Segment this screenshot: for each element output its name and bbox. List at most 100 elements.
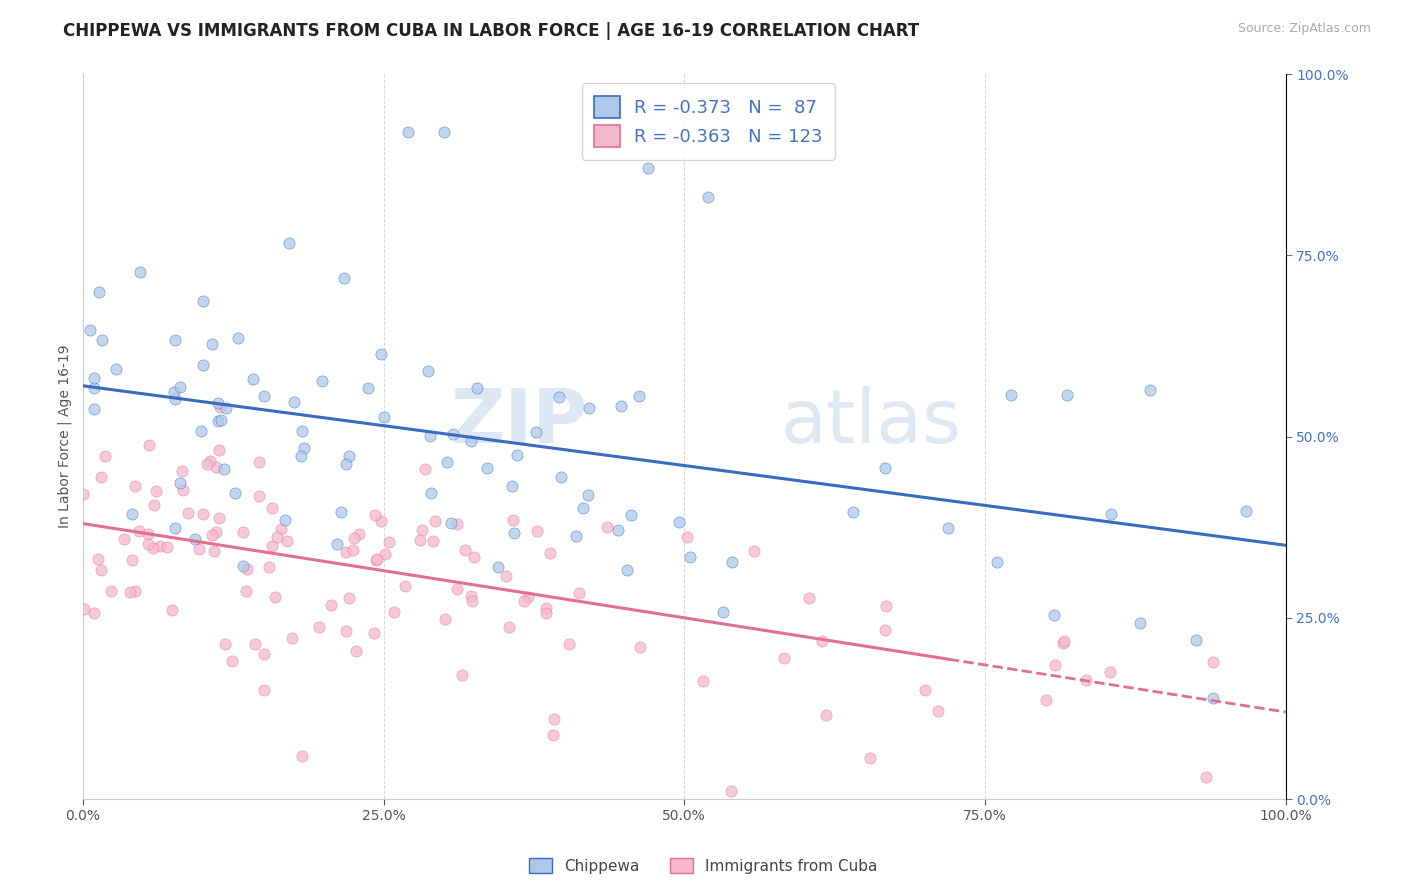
Point xyxy=(433,612,456,626)
Point xyxy=(460,589,482,603)
Point xyxy=(193,294,215,309)
Point xyxy=(329,505,352,519)
Point xyxy=(208,511,231,525)
Point xyxy=(128,265,150,279)
Y-axis label: In Labor Force | Age 16-19: In Labor Force | Age 16-19 xyxy=(58,344,72,528)
Point xyxy=(138,438,160,452)
Point xyxy=(620,508,643,522)
Point xyxy=(160,602,183,616)
Point xyxy=(311,374,333,388)
Point xyxy=(773,651,796,665)
Point xyxy=(257,560,280,574)
Point xyxy=(1042,608,1064,623)
Point xyxy=(253,647,276,661)
Point xyxy=(495,568,517,582)
Point xyxy=(1053,634,1076,648)
Point xyxy=(668,515,690,529)
Point xyxy=(986,555,1008,569)
Point xyxy=(278,235,301,250)
Point xyxy=(373,410,395,425)
Text: Source: ZipAtlas.com: Source: ZipAtlas.com xyxy=(1237,22,1371,36)
Point xyxy=(87,285,110,299)
Point xyxy=(416,364,439,378)
Point xyxy=(270,522,292,536)
Point xyxy=(394,579,416,593)
Point xyxy=(513,594,536,608)
Point xyxy=(104,362,127,376)
Point xyxy=(610,399,633,413)
Point xyxy=(454,543,477,558)
Point xyxy=(378,534,401,549)
Point xyxy=(291,748,314,763)
Point xyxy=(112,533,135,547)
Point xyxy=(274,513,297,527)
Point xyxy=(335,457,357,471)
Point xyxy=(184,532,207,546)
Point xyxy=(253,389,276,403)
Point xyxy=(172,483,194,497)
Point xyxy=(169,476,191,491)
Point xyxy=(121,507,143,521)
Point xyxy=(721,555,744,569)
Point xyxy=(541,728,564,742)
Point xyxy=(142,498,165,512)
Point xyxy=(232,524,254,539)
Point xyxy=(136,537,159,551)
Point xyxy=(914,683,936,698)
Point xyxy=(260,500,283,515)
Point xyxy=(413,461,436,475)
Point xyxy=(502,513,524,527)
Point xyxy=(409,533,432,548)
Point xyxy=(357,381,380,395)
Point xyxy=(524,425,547,440)
Point xyxy=(343,531,366,545)
Legend: R = -0.373   N =  87, R = -0.363   N = 123: R = -0.373 N = 87, R = -0.363 N = 123 xyxy=(582,83,835,160)
Point xyxy=(1184,632,1206,647)
Point xyxy=(165,521,187,535)
Point xyxy=(224,485,246,500)
Point xyxy=(460,434,482,449)
Point xyxy=(190,424,212,438)
Point xyxy=(364,508,387,522)
Point xyxy=(201,337,224,351)
Point xyxy=(236,562,259,576)
Point xyxy=(337,591,360,606)
Point xyxy=(366,552,388,566)
Point xyxy=(221,654,243,668)
Point xyxy=(90,470,112,484)
Point xyxy=(676,531,699,545)
Point xyxy=(253,682,276,697)
Point xyxy=(193,507,215,521)
Point xyxy=(325,537,347,551)
Point xyxy=(815,708,838,723)
Point xyxy=(441,426,464,441)
Point xyxy=(207,414,229,428)
Point xyxy=(465,381,488,395)
Point xyxy=(799,591,821,606)
Point xyxy=(568,585,591,599)
Point xyxy=(1195,770,1218,784)
Point xyxy=(191,358,214,372)
Point xyxy=(276,533,298,548)
Point xyxy=(83,381,105,395)
Text: atlas: atlas xyxy=(780,385,962,458)
Point xyxy=(502,526,524,541)
Point xyxy=(347,527,370,541)
Point xyxy=(1056,388,1078,402)
Point xyxy=(565,529,588,543)
Point xyxy=(548,390,571,404)
Point xyxy=(1129,616,1152,631)
Point xyxy=(1045,657,1067,672)
Point xyxy=(290,449,312,463)
Point xyxy=(232,558,254,573)
Point xyxy=(283,395,305,409)
Point xyxy=(1101,507,1123,521)
Point xyxy=(370,347,392,361)
Point xyxy=(538,546,561,560)
Point xyxy=(859,751,882,765)
Point xyxy=(201,527,224,541)
Point xyxy=(1202,691,1225,706)
Point xyxy=(382,605,405,619)
Point xyxy=(100,584,122,599)
Point xyxy=(534,601,557,615)
